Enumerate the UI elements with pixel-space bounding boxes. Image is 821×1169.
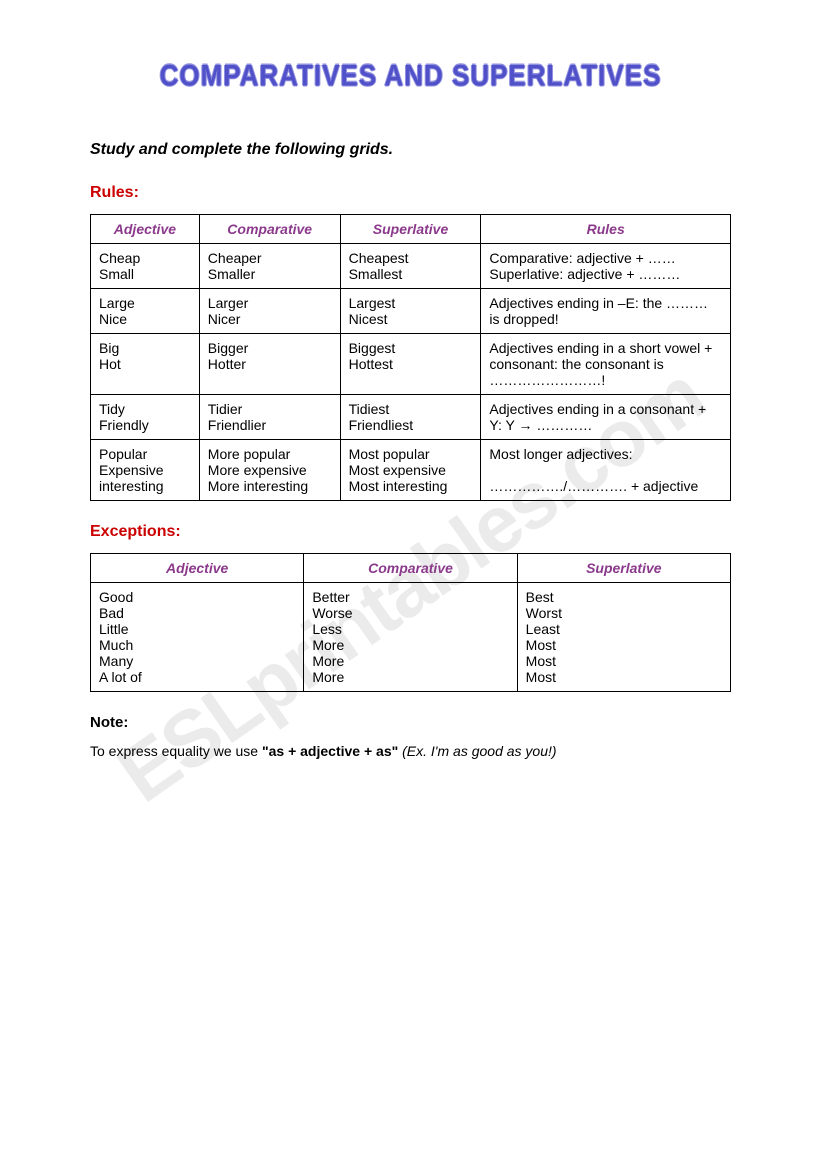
- cell-adj: PopularExpensiveinteresting: [91, 440, 200, 501]
- cell-rule: Adjectives ending in a short vowel + con…: [481, 334, 731, 395]
- exc-superlative-cell: BestWorstLeastMostMostMost: [517, 583, 730, 692]
- table-row: BigHotBiggerHotterBiggestHottestAdjectiv…: [91, 334, 731, 395]
- table-row: TidyFriendlyTidierFriendlierTidiestFrien…: [91, 395, 731, 440]
- note-example: (Ex. I'm as good as you!): [398, 743, 556, 759]
- table-header-row: Adjective Comparative Superlative: [91, 554, 731, 583]
- cell-sup: CheapestSmallest: [340, 244, 481, 289]
- exc-adjective-cell: GoodBadLittleMuchManyA lot of: [91, 583, 304, 692]
- table-header-row: Adjective Comparative Superlative Rules: [91, 215, 731, 244]
- exceptions-section-label: Exceptions:: [90, 523, 731, 541]
- cell-comp: BiggerHotter: [199, 334, 340, 395]
- col-header-superlative: Superlative: [340, 215, 481, 244]
- instruction-text: Study and complete the following grids.: [90, 141, 731, 159]
- exc-comparative-cell: BetterWorseLessMoreMoreMore: [304, 583, 517, 692]
- cell-comp: More popularMore expensiveMore interesti…: [199, 440, 340, 501]
- table-row: PopularExpensiveinterestingMore popularM…: [91, 440, 731, 501]
- rules-table: Adjective Comparative Superlative Rules …: [90, 214, 731, 501]
- cell-sup: Most popularMost expensiveMost interesti…: [340, 440, 481, 501]
- rules-section-label: Rules:: [90, 184, 731, 202]
- cell-sup: TidiestFriendliest: [340, 395, 481, 440]
- cell-rule: Adjectives ending in –E: the ……… is drop…: [481, 289, 731, 334]
- document-content: COMPARATIVES AND SUPERLATIVES Study and …: [90, 60, 731, 759]
- cell-comp: TidierFriendlier: [199, 395, 340, 440]
- col-header-rules: Rules: [481, 215, 731, 244]
- note-label: Note:: [90, 714, 731, 731]
- page-title: COMPARATIVES AND SUPERLATIVES: [90, 58, 731, 94]
- table-row: LargeNiceLargerNicerLargestNicestAdjecti…: [91, 289, 731, 334]
- cell-sup: BiggestHottest: [340, 334, 481, 395]
- note-prefix: To express equality we use: [90, 743, 262, 759]
- col-header-superlative: Superlative: [517, 554, 730, 583]
- cell-sup: LargestNicest: [340, 289, 481, 334]
- cell-adj: BigHot: [91, 334, 200, 395]
- exceptions-table: Adjective Comparative Superlative GoodBa…: [90, 553, 731, 692]
- col-header-adjective: Adjective: [91, 554, 304, 583]
- table-row: GoodBadLittleMuchManyA lot of BetterWors…: [91, 583, 731, 692]
- cell-adj: CheapSmall: [91, 244, 200, 289]
- col-header-adjective: Adjective: [91, 215, 200, 244]
- cell-rule: Most longer adjectives:……………./…………. + ad…: [481, 440, 731, 501]
- cell-rule: Comparative: adjective + ……Superlative: …: [481, 244, 731, 289]
- table-row: CheapSmallCheaperSmallerCheapestSmallest…: [91, 244, 731, 289]
- col-header-comparative: Comparative: [199, 215, 340, 244]
- cell-comp: LargerNicer: [199, 289, 340, 334]
- cell-adj: LargeNice: [91, 289, 200, 334]
- cell-rule: Adjectives ending in a consonant + Y: Y …: [481, 395, 731, 440]
- col-header-comparative: Comparative: [304, 554, 517, 583]
- cell-comp: CheaperSmaller: [199, 244, 340, 289]
- note-bold-phrase: "as + adjective + as": [262, 743, 398, 759]
- note-text: To express equality we use "as + adjecti…: [90, 743, 731, 759]
- cell-adj: TidyFriendly: [91, 395, 200, 440]
